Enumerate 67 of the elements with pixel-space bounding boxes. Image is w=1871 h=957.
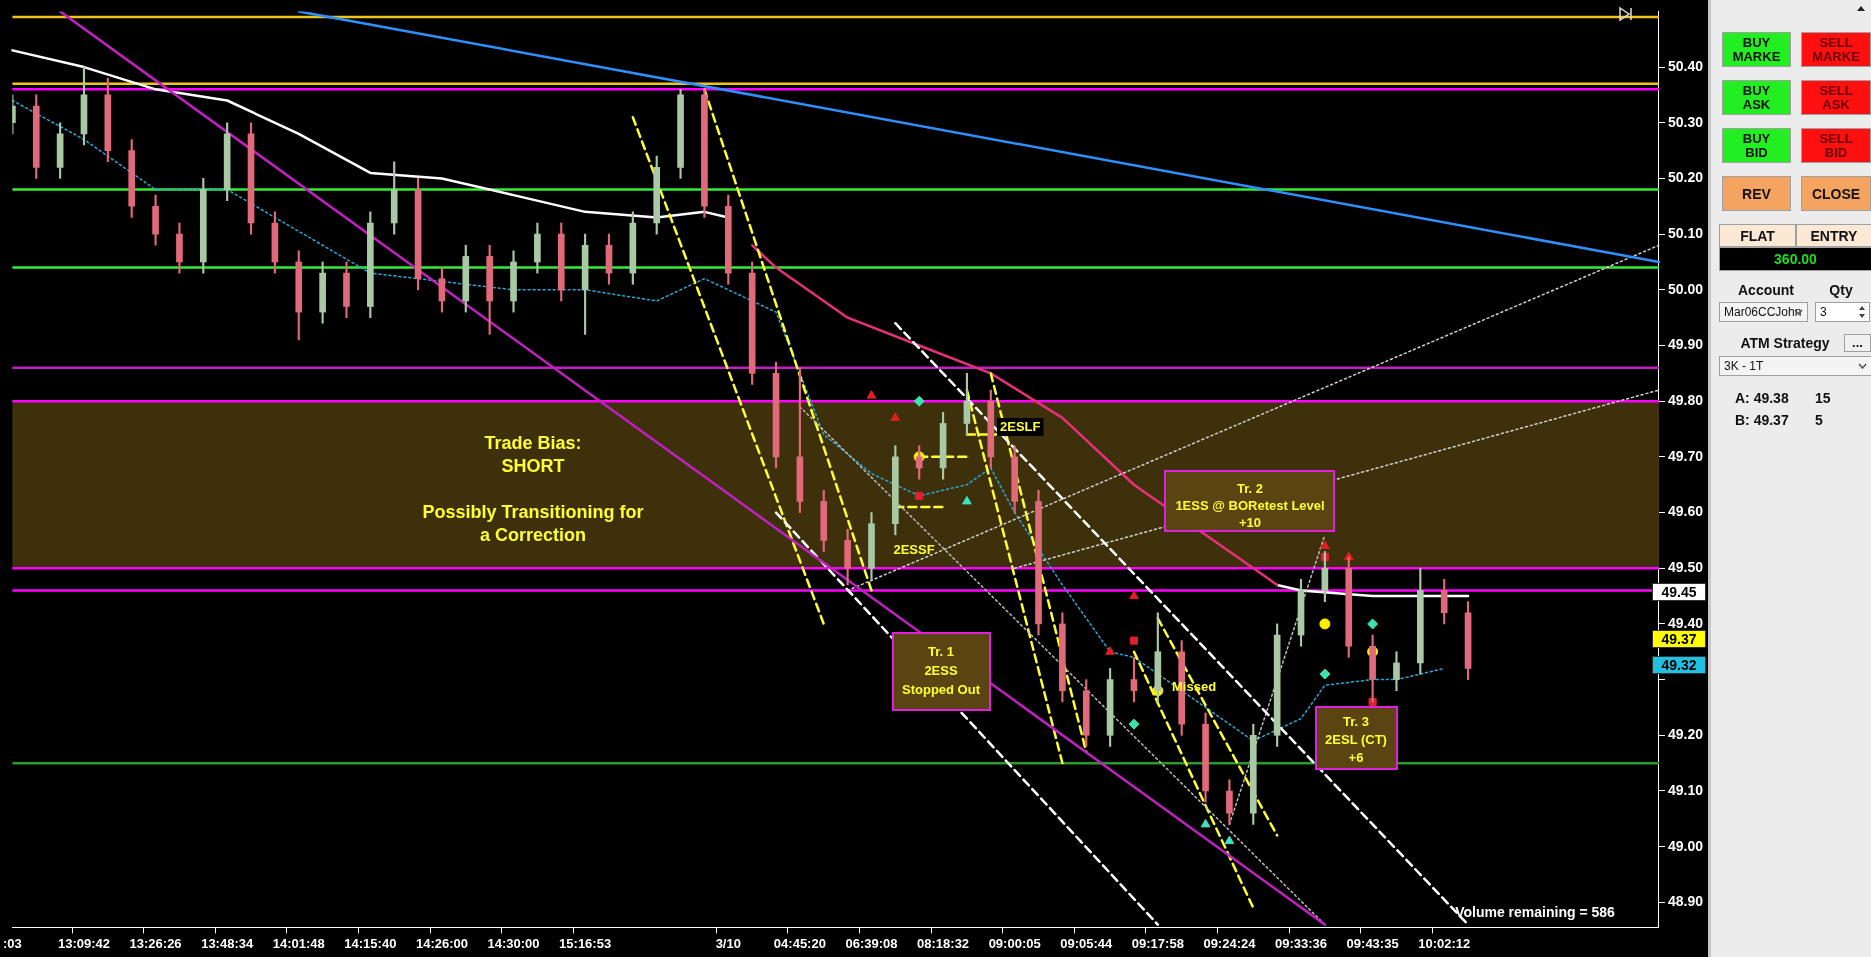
text: FLAT [1719,224,1796,247]
x-tick-label: 04:45:20 [773,935,826,951]
y-tick-label: 50.30 [1667,113,1704,130]
y-tick-label: 50.10 [1667,224,1704,241]
x-tick-label: 08:18:32 [917,935,970,951]
text: BUY ASK [1722,80,1791,115]
x-tick-label: 09:05:44 [1060,935,1114,951]
x-tick-label: 09:43:35 [1346,935,1399,951]
annotation: Tr. 3 2ESL (CT) +6 [1325,713,1387,765]
annotation: 2ESSF [893,541,935,557]
text: 3K - 1T [1719,356,1871,376]
y-tick-label: 49.20 [1667,726,1704,743]
x-tick-label: 09:00:05 [988,935,1041,951]
y-tick-label: 49.90 [1667,336,1704,353]
x-tick-label: 15:16:53 [559,935,612,951]
text: SELL ASK [1801,80,1871,115]
y-tick-label: 50.40 [1667,57,1704,74]
x-tick-label: 13:09:42 [57,935,111,951]
text: SELL BID [1801,128,1871,163]
text: ENTRY [1796,224,1871,247]
text: B: 49.37 [1734,411,1790,429]
x-tick-label: :03 [3,935,22,951]
text: ... [1844,334,1871,352]
text: 49.37 [1652,630,1706,648]
text: Mar06CCJohn [1719,302,1808,322]
y-tick-label: 49.80 [1667,392,1704,409]
x-tick-label: 10:02:12 [1418,935,1471,951]
x-tick-label: 3/10 [715,935,741,951]
x-tick-label: 09:17:58 [1131,935,1184,951]
annotation: Volume remaining = 586 [1455,903,1616,920]
text: 3 [1815,302,1870,322]
x-tick-label: 09:33:36 [1274,935,1328,951]
text: 5 [1814,411,1824,429]
x-tick-label: 13:26:26 [129,935,182,951]
y-tick-label: 49.60 [1667,503,1704,520]
x-tick-label: 06:39:08 [845,935,898,951]
y-tick-label: 48.90 [1667,893,1704,910]
x-tick-label: 09:24:24 [1203,935,1257,951]
text: BUY MARKE [1722,32,1791,67]
text: Qty [1828,281,1854,299]
text: 49.45 [1652,583,1706,601]
y-tick-label: 49.00 [1667,837,1704,854]
text: BUY BID [1722,128,1791,163]
annotation: Tr. 2 1ESS @ BORetest Level +10 [1175,480,1325,530]
x-tick-label: 13:48:34 [201,935,254,951]
x-tick-label: 14:15:40 [344,935,397,951]
text: 360.00 [1719,247,1871,271]
text: 15 [1814,389,1832,407]
annotation: Tr. 1 2ESS Stopped Out [902,643,981,697]
y-tick-label: 50.20 [1667,169,1704,186]
x-tick-label: 14:26:00 [415,935,468,951]
annotation: 2ESLF [1000,418,1041,434]
text: Account [1737,281,1795,299]
text: 49.32 [1652,656,1706,674]
y-tick-label: 49.40 [1667,614,1704,631]
text: ATM Strategy [1739,334,1831,352]
text: REV [1722,176,1791,211]
x-tick-label: 14:30:00 [487,935,540,951]
text: SELL MARKE [1801,32,1871,67]
text: Trade Bias: SHORT Possibly Transitioning for a Correction [422,432,644,545]
y-tick-label: 49.50 [1667,559,1704,576]
text: A: 49.38 [1734,389,1790,407]
y-tick-label: 49.70 [1667,447,1704,464]
y-tick-label: 50.00 [1667,280,1704,297]
y-tick-label: 49.10 [1667,781,1704,798]
x-tick-label: 14:01:48 [272,935,325,951]
text: CLOSE [1801,176,1871,211]
